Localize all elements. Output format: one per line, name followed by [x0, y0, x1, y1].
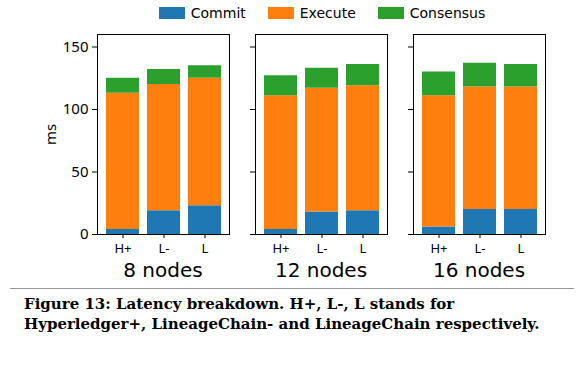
- svg-text:50: 50: [71, 161, 88, 181]
- svg-text:L-: L-: [475, 239, 486, 257]
- svg-text:L-: L-: [159, 239, 170, 257]
- svg-text:0: 0: [80, 223, 89, 243]
- svg-text:L: L: [518, 239, 525, 257]
- svg-text:L: L: [360, 239, 367, 257]
- html-text:Consensus: Consensus: [409, 5, 486, 21]
- html-text:Execute: Execute: [299, 5, 356, 21]
- svg-text:L-: L-: [317, 239, 328, 257]
- svg-text:100: 100: [63, 98, 89, 118]
- html-text:8 nodes: 8 nodes: [123, 258, 203, 282]
- svg-text:H+: H+: [430, 239, 447, 257]
- svg-text:H+: H+: [272, 239, 289, 257]
- svg-text:150: 150: [63, 36, 89, 56]
- html-text:Commit: Commit: [190, 5, 246, 21]
- html-text:12 nodes: 12 nodes: [274, 258, 368, 282]
- html-text:16 nodes: 16 nodes: [432, 258, 526, 282]
- html-text:Figure 13: Latency breakdown.: Figure 13: Latency breakdown. H+, L-, L …: [24, 295, 540, 333]
- svg-text:H+: H+: [114, 239, 131, 257]
- svg-text:ms: ms: [40, 124, 60, 145]
- svg-text:L: L: [202, 239, 209, 257]
